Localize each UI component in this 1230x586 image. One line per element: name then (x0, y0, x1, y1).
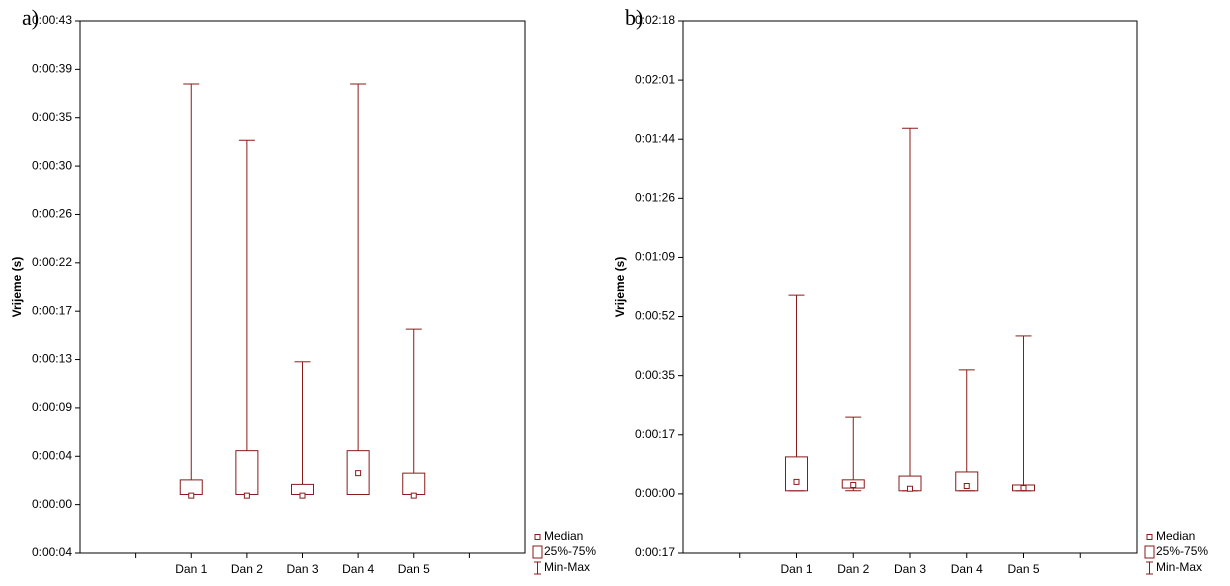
y-tick-label: 0:01:09 (635, 250, 675, 264)
x-tick-label: Dan 4 (951, 562, 983, 576)
legend-box-icon (1144, 545, 1155, 559)
panel-label: b) (625, 5, 643, 30)
x-tick-label: Dan 4 (342, 562, 374, 576)
x-tick-label: Dan 3 (286, 562, 318, 576)
box (841, 479, 865, 489)
y-tick-label: 0:00:39 (32, 62, 72, 76)
y-tick-label: 0:00:30 (32, 158, 72, 172)
legend-median-icon (1146, 534, 1153, 540)
legend-label: 25%-75% (1156, 544, 1208, 558)
median (355, 470, 362, 477)
box (179, 479, 203, 496)
x-tick-label: Dan 2 (231, 562, 263, 576)
x-tick-label: Dan 1 (780, 562, 812, 576)
y-tick-label: 0:00:17 (32, 303, 72, 317)
box (785, 456, 808, 492)
x-tick-label: Dan 1 (175, 562, 207, 576)
y-tick-label: 0:00:04 (32, 545, 72, 559)
y-tick-label: 0:00:35 (32, 110, 72, 124)
box (346, 450, 370, 496)
median (963, 483, 970, 490)
legend-box-icon (532, 545, 543, 559)
box (402, 472, 426, 496)
y-tick-label: 0:00:26 (32, 207, 72, 221)
legend-label: Min-Max (1156, 560, 1202, 574)
y-tick-label: 0:00:09 (32, 400, 72, 414)
y-tick-label: 0:00:17 (635, 545, 675, 559)
y-tick-label: 0:00:17 (635, 427, 675, 441)
median (793, 478, 800, 485)
box (955, 471, 979, 492)
y-axis-label: Vrijeme (s) (613, 257, 627, 318)
y-tick-label: 0:00:52 (635, 309, 675, 323)
legend-label: Min-Max (544, 560, 590, 574)
legend-label: Median (544, 529, 583, 543)
y-tick-label: 0:00:35 (635, 368, 675, 382)
panel-label: a) (22, 5, 39, 30)
x-tick-label: Dan 5 (398, 562, 430, 576)
y-tick-label: 0:02:18 (635, 13, 675, 27)
median (1020, 485, 1027, 492)
median (299, 492, 306, 499)
y-tick-label: 0:00:22 (32, 255, 72, 269)
median (410, 492, 417, 499)
x-tick-label: Dan 5 (1007, 562, 1039, 576)
y-tick-label: 0:01:26 (635, 191, 675, 205)
y-tick-label: 0:00:00 (32, 497, 72, 511)
y-tick-label: 0:01:44 (635, 131, 675, 145)
median (188, 492, 195, 499)
y-tick-label: 0:02:01 (635, 72, 675, 86)
x-tick-label: Dan 3 (894, 562, 926, 576)
median (850, 481, 857, 488)
median (243, 492, 250, 499)
y-tick-label: 0:00:43 (32, 13, 72, 27)
median (907, 485, 913, 492)
legend-median-icon (534, 534, 541, 540)
legend-label: 25%-75% (544, 544, 596, 558)
y-tick-label: 0:00:04 (32, 448, 72, 462)
y-axis-label: Vrijeme (s) (10, 257, 24, 318)
box (235, 450, 259, 496)
y-tick-label: 0:00:00 (635, 486, 675, 500)
legend-label: Median (1156, 529, 1195, 543)
y-tick-label: 0:00:13 (32, 352, 72, 366)
x-tick-label: Dan 2 (837, 562, 869, 576)
